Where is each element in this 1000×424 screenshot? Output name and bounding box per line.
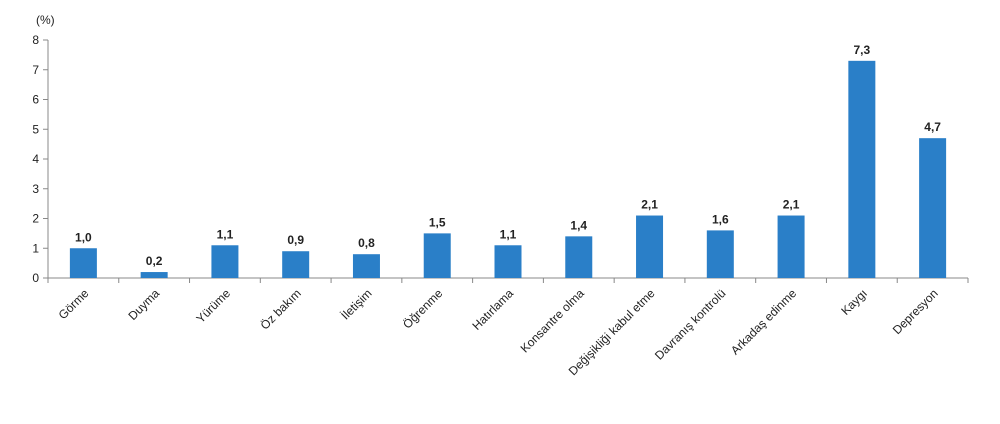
bar (919, 138, 947, 278)
data-label: 2,1 (641, 198, 658, 212)
data-label: 1,6 (712, 212, 729, 226)
y-axis-unit-label: (%) (36, 13, 55, 27)
bar (352, 254, 380, 278)
data-label: 1,4 (570, 218, 587, 232)
bar (565, 236, 593, 278)
category-label: İletişim (338, 286, 374, 322)
data-label: 1,1 (217, 227, 234, 241)
bar (848, 60, 876, 279)
bar (706, 230, 734, 278)
y-tick-label: 3 (32, 182, 39, 196)
category-label: Davranış kontrolü (652, 286, 728, 362)
bar (140, 272, 168, 278)
data-label: 0,8 (358, 236, 375, 250)
data-label: 1,5 (429, 215, 446, 229)
bar (282, 251, 310, 278)
bar (211, 245, 239, 278)
data-label: 7,3 (854, 43, 871, 57)
data-label: 1,1 (500, 227, 517, 241)
data-label: 2,1 (783, 198, 800, 212)
bar (423, 233, 451, 278)
category-label: Depresyon (890, 286, 941, 337)
category-label: Öğrenme (400, 286, 446, 332)
data-label: 0,9 (287, 233, 304, 247)
y-tick-label: 8 (32, 33, 39, 47)
y-tick-label: 4 (32, 152, 39, 166)
data-label: 4,7 (924, 120, 941, 134)
y-tick-label: 5 (32, 122, 39, 136)
y-tick-label: 6 (32, 93, 39, 107)
bar (636, 215, 664, 278)
y-tick-label: 7 (32, 63, 39, 77)
category-label: Kaygı (838, 286, 870, 318)
bar (494, 245, 522, 278)
y-tick-label: 0 (32, 271, 39, 285)
category-label: Konsantre olma (518, 286, 588, 356)
data-label: 0,2 (146, 254, 163, 268)
bar (69, 248, 97, 278)
y-tick-label: 1 (32, 241, 39, 255)
category-label: Görme (56, 286, 92, 322)
category-label: Duyma (125, 286, 162, 323)
bar (777, 215, 805, 278)
category-label: Öz bakım (258, 286, 304, 332)
category-label: Arkadaş edinme (728, 286, 799, 357)
y-tick-label: 2 (32, 212, 39, 226)
category-label: Yürüme (193, 286, 233, 326)
category-label: Hatırlama (469, 286, 516, 333)
data-label: 1,0 (75, 230, 92, 244)
